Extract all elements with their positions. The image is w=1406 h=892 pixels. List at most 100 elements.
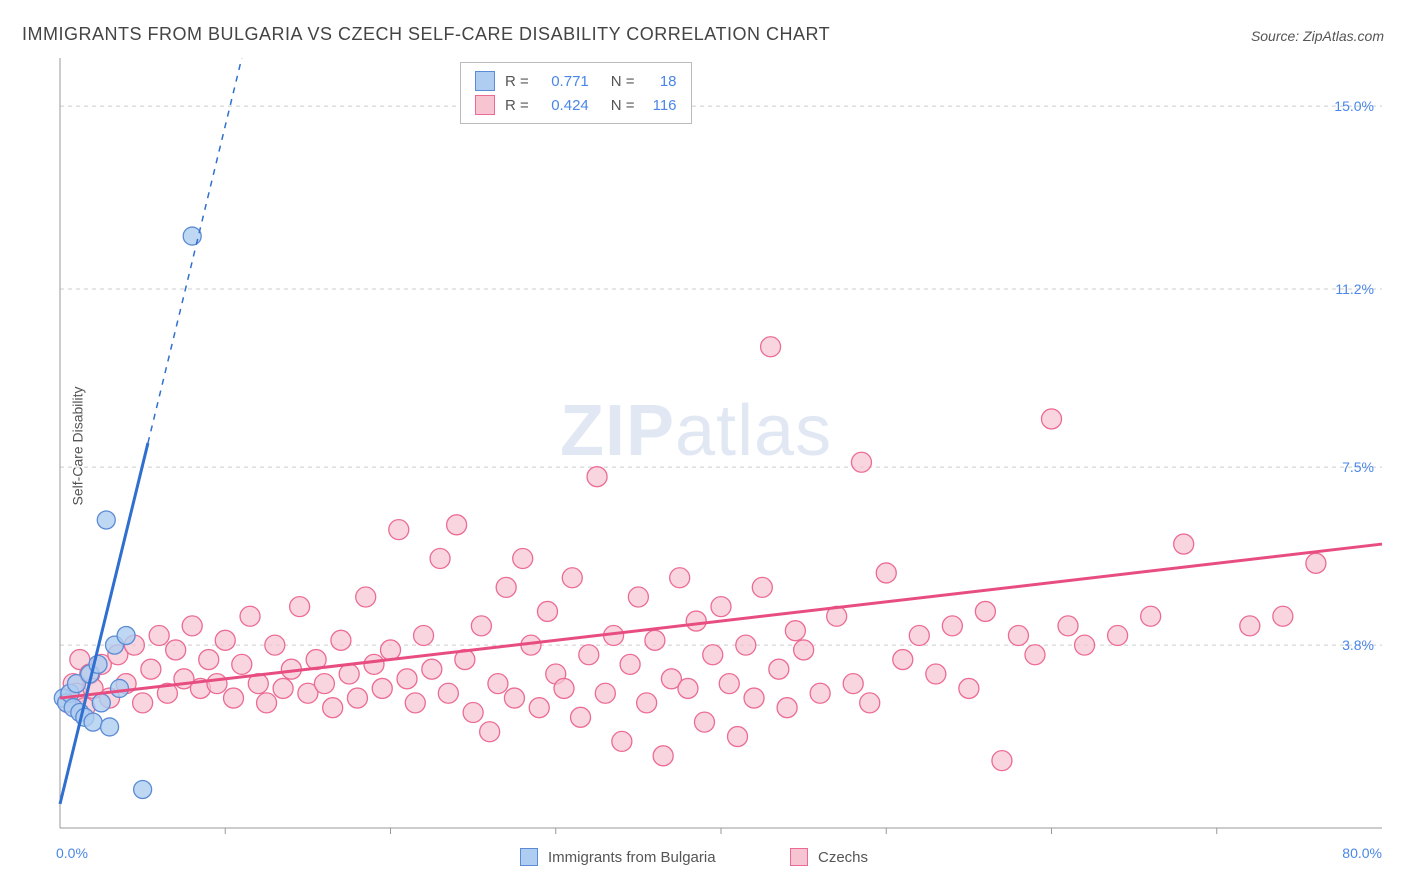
data-point-czechs bbox=[513, 549, 533, 569]
data-point-czechs bbox=[637, 693, 657, 713]
data-point-czechs bbox=[372, 678, 392, 698]
x-tick-label: 0.0% bbox=[56, 845, 88, 861]
data-point-czechs bbox=[215, 630, 235, 650]
y-tick-label: 3.8% bbox=[1342, 637, 1374, 653]
data-point-czechs bbox=[860, 693, 880, 713]
data-point-czechs bbox=[347, 688, 367, 708]
data-point-czechs bbox=[587, 467, 607, 487]
data-point-czechs bbox=[273, 678, 293, 698]
data-point-czechs bbox=[166, 640, 186, 660]
data-point-czechs bbox=[1025, 645, 1045, 665]
y-tick-label: 11.2% bbox=[1335, 281, 1374, 297]
legend-r-value: 0.424 bbox=[539, 97, 589, 114]
y-tick-label: 7.5% bbox=[1342, 459, 1374, 475]
data-point-czechs bbox=[752, 577, 772, 597]
data-point-czechs bbox=[463, 703, 483, 723]
data-point-czechs bbox=[488, 674, 508, 694]
legend-row: R =0.424N =116 bbox=[475, 93, 677, 117]
data-point-bulgaria bbox=[84, 713, 102, 731]
data-point-czechs bbox=[1042, 409, 1062, 429]
chart-container: IMMIGRANTS FROM BULGARIA VS CZECH SELF-C… bbox=[0, 0, 1406, 892]
data-point-czechs bbox=[711, 597, 731, 617]
data-point-czechs bbox=[504, 688, 524, 708]
data-point-czechs bbox=[323, 698, 343, 718]
data-point-czechs bbox=[810, 683, 830, 703]
data-point-bulgaria bbox=[97, 511, 115, 529]
data-point-czechs bbox=[405, 693, 425, 713]
data-point-czechs bbox=[1273, 606, 1293, 626]
data-point-czechs bbox=[529, 698, 549, 718]
data-point-czechs bbox=[843, 674, 863, 694]
data-point-czechs bbox=[331, 630, 351, 650]
data-point-czechs bbox=[595, 683, 615, 703]
legend-r-label: R = bbox=[505, 97, 529, 114]
data-point-czechs bbox=[926, 664, 946, 684]
data-point-czechs bbox=[777, 698, 797, 718]
data-point-bulgaria bbox=[117, 627, 135, 645]
data-point-czechs bbox=[694, 712, 714, 732]
swatch-icon bbox=[475, 71, 495, 91]
data-point-czechs bbox=[876, 563, 896, 583]
data-point-czechs bbox=[314, 674, 334, 694]
data-point-czechs bbox=[240, 606, 260, 626]
data-point-czechs bbox=[628, 587, 648, 607]
data-point-bulgaria bbox=[134, 781, 152, 799]
data-point-czechs bbox=[1174, 534, 1194, 554]
data-point-czechs bbox=[496, 577, 516, 597]
swatch-icon bbox=[475, 95, 495, 115]
data-point-czechs bbox=[728, 727, 748, 747]
data-point-czechs bbox=[719, 674, 739, 694]
data-point-czechs bbox=[364, 654, 384, 674]
data-point-czechs bbox=[562, 568, 582, 588]
data-point-czechs bbox=[1058, 616, 1078, 636]
data-point-czechs bbox=[232, 654, 252, 674]
data-point-czechs bbox=[769, 659, 789, 679]
data-point-czechs bbox=[1141, 606, 1161, 626]
data-point-bulgaria bbox=[92, 694, 110, 712]
data-point-czechs bbox=[141, 659, 161, 679]
data-point-czechs bbox=[975, 601, 995, 621]
data-point-czechs bbox=[909, 626, 929, 646]
data-point-czechs bbox=[1008, 626, 1028, 646]
x-tick-label: 80.0% bbox=[1342, 845, 1382, 861]
data-point-czechs bbox=[942, 616, 962, 636]
swatch-icon bbox=[520, 848, 538, 866]
data-point-czechs bbox=[224, 688, 244, 708]
data-point-czechs bbox=[397, 669, 417, 689]
data-point-czechs bbox=[182, 616, 202, 636]
x-legend-label: Immigrants from Bulgaria bbox=[548, 849, 716, 866]
legend-row: R =0.771N =18 bbox=[475, 69, 677, 93]
legend-stats: R =0.771N =18R =0.424N =116 bbox=[460, 62, 692, 124]
data-point-czechs bbox=[1108, 626, 1128, 646]
legend-r-label: R = bbox=[505, 73, 529, 90]
data-point-czechs bbox=[430, 549, 450, 569]
data-point-czechs bbox=[612, 731, 632, 751]
data-point-czechs bbox=[736, 635, 756, 655]
scatter-plot: 3.8%7.5%11.2%15.0%0.0%80.0% bbox=[0, 0, 1406, 892]
data-point-bulgaria bbox=[101, 718, 119, 736]
data-point-czechs bbox=[356, 587, 376, 607]
data-point-czechs bbox=[339, 664, 359, 684]
data-point-czechs bbox=[265, 635, 285, 655]
data-point-czechs bbox=[447, 515, 467, 535]
x-legend-series-a: Immigrants from Bulgaria bbox=[520, 848, 716, 866]
data-point-czechs bbox=[471, 616, 491, 636]
legend-r-value: 0.771 bbox=[539, 73, 589, 90]
data-point-czechs bbox=[992, 751, 1012, 771]
data-point-czechs bbox=[571, 707, 591, 727]
data-point-czechs bbox=[149, 626, 169, 646]
data-point-czechs bbox=[414, 626, 434, 646]
data-point-czechs bbox=[785, 621, 805, 641]
data-point-czechs bbox=[678, 678, 698, 698]
data-point-czechs bbox=[199, 650, 219, 670]
data-point-czechs bbox=[653, 746, 673, 766]
legend-n-value: 116 bbox=[645, 97, 677, 114]
data-point-czechs bbox=[579, 645, 599, 665]
x-legend-label: Czechs bbox=[818, 849, 868, 866]
data-point-czechs bbox=[290, 597, 310, 617]
data-point-czechs bbox=[761, 337, 781, 357]
data-point-czechs bbox=[1306, 553, 1326, 573]
data-point-czechs bbox=[389, 520, 409, 540]
data-point-czechs bbox=[703, 645, 723, 665]
legend-n-value: 18 bbox=[645, 73, 677, 90]
